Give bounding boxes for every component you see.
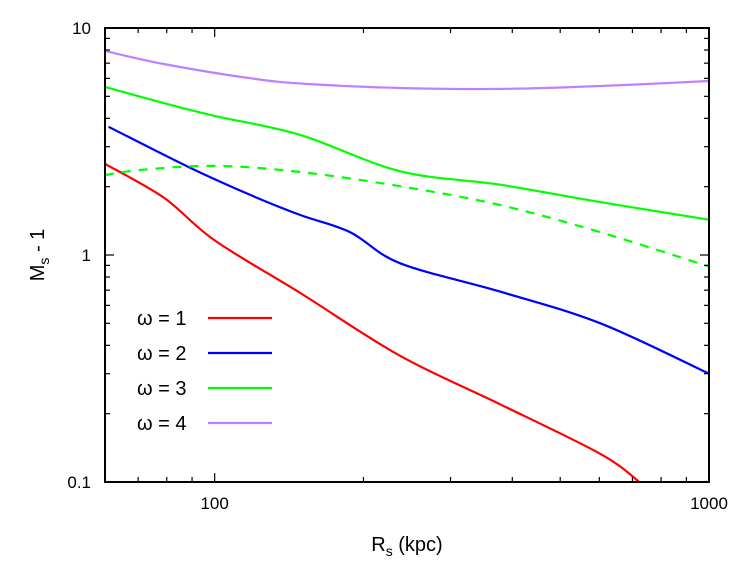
x-tick-label: 1000 bbox=[690, 494, 728, 513]
series-line-2 bbox=[108, 125, 710, 375]
plot-frame bbox=[104, 27, 710, 483]
legend-label: ω = 1 bbox=[137, 308, 187, 330]
series-line-3 bbox=[104, 85, 710, 221]
series-line-4 bbox=[104, 164, 710, 268]
y-axis-label: Ms - 1 bbox=[27, 229, 52, 282]
legend: ω = 1 ω = 2 ω = 3 ω = 4 bbox=[137, 308, 272, 435]
plot-curves bbox=[104, 49, 710, 483]
y-tick-label: 0.1 bbox=[67, 473, 91, 492]
axis-ticks bbox=[104, 27, 710, 483]
legend-label: ω = 3 bbox=[137, 378, 187, 400]
x-tick-label: 100 bbox=[200, 494, 228, 513]
series-line-1 bbox=[104, 162, 641, 483]
legend-label: ω = 2 bbox=[137, 343, 187, 365]
x-axis-label: Rs (kpc) bbox=[371, 534, 442, 559]
tick-labels: 100 1000 0.1 1 10 bbox=[67, 19, 728, 513]
series-line-5 bbox=[104, 49, 710, 91]
y-tick-label: 1 bbox=[82, 246, 91, 265]
legend-label: ω = 4 bbox=[137, 413, 187, 435]
y-tick-label: 10 bbox=[72, 19, 91, 38]
